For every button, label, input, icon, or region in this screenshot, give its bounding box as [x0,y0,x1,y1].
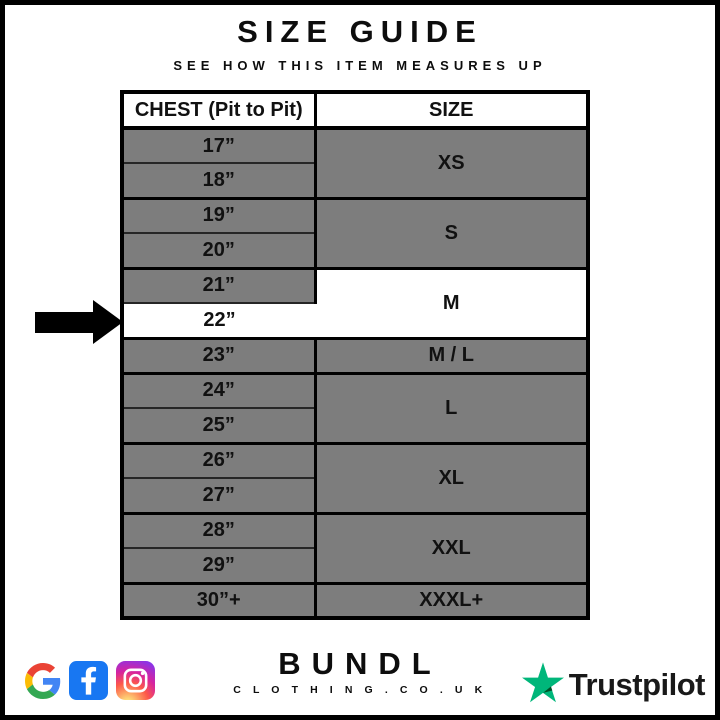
chest-cell: 21” [122,268,317,304]
table-row: 28” XXL [122,513,588,585]
google-icon[interactable] [25,662,61,699]
arrow-shaft [35,311,93,333]
trustpilot-logo[interactable]: Trustpilot [521,662,706,708]
chest-cell: 27” [122,478,317,515]
chest-column-header: CHEST (Pit to Pit) [122,92,317,130]
table-row: 24” L [122,373,588,445]
size-cell-s: S [315,198,588,270]
trustpilot-label: Trustpilot [568,667,706,702]
brand-name: BUNDL [278,646,442,681]
size-cell-xl: XL [315,443,588,515]
table-row: 27” [122,478,588,515]
table-row: 21” M [122,268,588,340]
chest-cell: 26” [122,443,317,479]
trustpilot-star-icon [521,662,564,708]
size-cell-ml: M / L [315,338,588,375]
size-column-header: SIZE [315,92,588,130]
chest-cell: 18” [122,163,317,200]
chest-cell: 29” [122,548,317,585]
table-row: 18” [122,163,588,200]
size-table: CHEST (Pit to Pit) SIZE 17” XS 18” 19” S… [120,90,590,620]
size-cell-xxl: XXL [315,513,588,585]
size-cell-l: L [315,373,588,445]
size-cell-xxxl: XXXL+ [315,583,588,620]
chest-cell-highlighted: 22” [122,303,315,340]
chest-cell: 19” [122,198,317,234]
table-header-row: CHEST (Pit to Pit) SIZE [122,92,588,130]
table-row: 20” [122,233,588,270]
chest-cell: 30”+ [122,583,317,620]
facebook-icon[interactable] [69,661,108,700]
arrow-head-icon [93,300,123,344]
social-icons [25,661,155,700]
chest-cell: 24” [122,373,317,409]
chest-cell: 17” [122,128,317,164]
instagram-icon[interactable] [116,661,155,700]
brand-logo: BUNDL C L O T H I N G . C O . U K [233,646,487,696]
chest-cell: 20” [122,233,317,270]
table-row: 19” S [122,198,588,270]
highlight-arrow [35,300,123,344]
table-row: 23” M / L [122,338,588,375]
chest-cell: 25” [122,408,317,445]
size-cell-xs: XS [315,128,588,200]
table-row-highlighted: 22” [122,303,588,340]
brand-domain: C L O T H I N G . C O . U K [233,684,487,696]
size-cell-m-highlighted: M [315,268,588,340]
chest-cell: 28” [122,513,317,549]
page-title: SIZE GUIDE [237,14,483,49]
table-row: 17” XS [122,128,588,200]
chest-cell: 23” [122,338,317,375]
table-row: 30”+ XXXL+ [122,583,588,620]
table-row: 25” [122,408,588,445]
table-row: 26” XL [122,443,588,515]
table-row: 29” [122,548,588,585]
page-subtitle: SEE HOW THIS ITEM MEASURES UP [173,58,547,73]
